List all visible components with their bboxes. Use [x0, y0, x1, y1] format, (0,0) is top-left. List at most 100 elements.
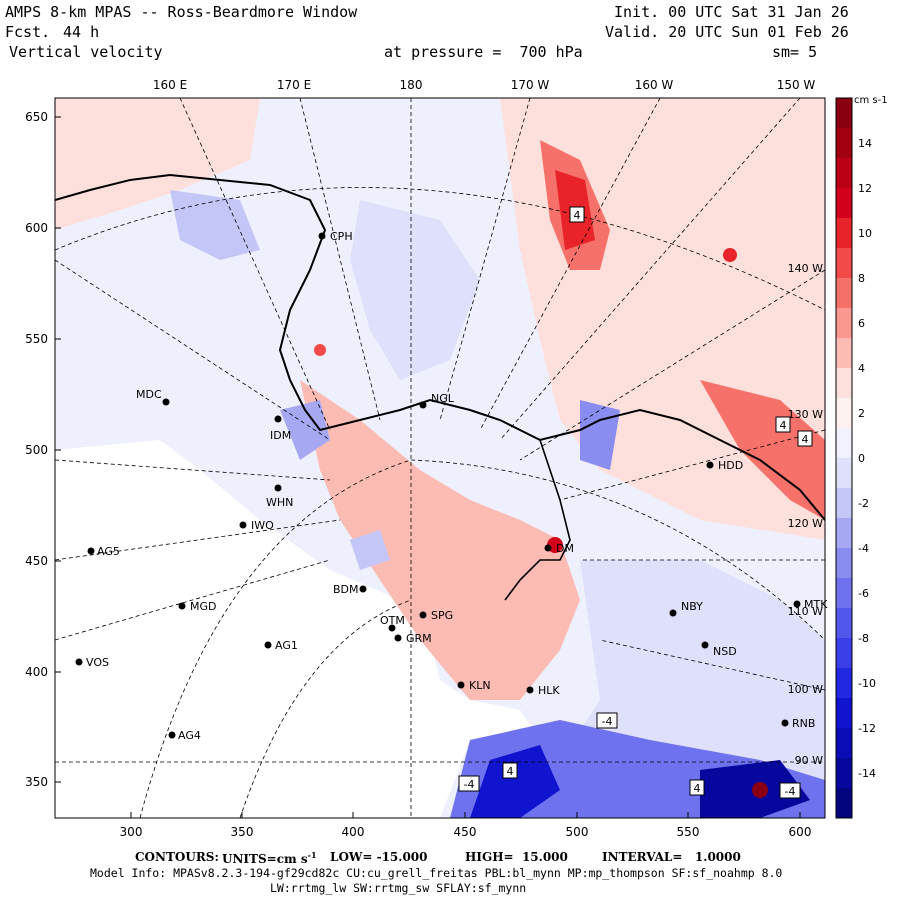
colorbar-tick: 6	[858, 317, 865, 330]
lon-label: 120 W	[788, 517, 823, 530]
svg-text:NGL: NGL	[431, 392, 455, 405]
svg-text:BDM: BDM	[333, 583, 359, 596]
svg-text:DM: DM	[556, 542, 574, 555]
svg-text:4: 4	[802, 433, 809, 446]
station-marker: AG4	[168, 729, 201, 742]
units-superscript: -1	[307, 850, 317, 860]
colorbar-tick: 14	[858, 137, 872, 150]
svg-text:AG5: AG5	[97, 545, 120, 558]
colorbar-tick: 4	[858, 362, 865, 375]
station-marker: KLN	[457, 679, 491, 692]
svg-text:IWO: IWO	[251, 519, 274, 532]
colorbar-tick: 2	[858, 407, 865, 420]
colorbar-swatch	[836, 488, 852, 519]
colorbar-tick: -6	[858, 587, 869, 600]
colorbar-swatch	[836, 248, 852, 279]
model-info-physics: LW:rrtmg_lw SW:rrtmg_sw SFLAY:sf_mynn	[270, 881, 527, 895]
lon-label: 160 W	[635, 78, 674, 92]
station-marker: NSD	[701, 641, 737, 658]
colorbar-swatch	[836, 128, 852, 159]
contour-high: HIGH= 15.000	[465, 850, 568, 864]
x-tick-label: 350	[231, 825, 254, 839]
lon-label: 170 E	[277, 78, 311, 92]
extremum-box: 4	[502, 762, 518, 779]
colorbar-swatch	[836, 638, 852, 669]
valid-time: Valid. 20 UTC Sun 01 Feb 26	[605, 23, 849, 41]
y-tick-label: 550	[25, 332, 48, 346]
station-marker: IWO	[239, 519, 274, 532]
svg-text:CPH: CPH	[330, 230, 353, 243]
svg-text:-4: -4	[785, 785, 796, 798]
svg-text:4: 4	[574, 209, 581, 222]
y-tick-label: 600	[25, 221, 48, 235]
colorbar-tick: 12	[858, 182, 872, 195]
svg-text:4: 4	[507, 765, 514, 778]
colorbar-swatch	[836, 518, 852, 549]
extremum-box: -4	[596, 712, 618, 729]
station-marker: MDC	[136, 388, 170, 406]
colorbar-swatch	[836, 608, 852, 639]
station-marker: GRM	[394, 632, 432, 645]
colorbar	[835, 97, 853, 819]
colorbar-frame	[835, 97, 853, 819]
station-marker: NBY	[669, 600, 703, 617]
svg-text:4: 4	[694, 782, 701, 795]
y-tick-label: 650	[25, 110, 48, 124]
colorbar-swatch	[836, 338, 852, 369]
y-tick-label: 450	[25, 554, 48, 568]
colorbar-tick: 10	[858, 227, 872, 240]
colorbar-tick: -2	[858, 497, 869, 510]
station-marker: MGD	[178, 600, 217, 613]
station-marker: HDD	[706, 459, 743, 472]
svg-text:HLK: HLK	[538, 684, 560, 697]
colorbar-swatch	[836, 758, 852, 789]
lon-label: 110 W	[788, 605, 823, 618]
y-axis: 650 600 550 500 450 400 350	[25, 110, 61, 789]
lon-label: 130 W	[788, 408, 823, 421]
svg-text:OTM: OTM	[380, 614, 405, 627]
svg-text:KLN: KLN	[469, 679, 491, 692]
station-marker: VOS	[75, 656, 109, 669]
colorbar-tick: -12	[858, 722, 876, 735]
svg-text:4: 4	[780, 419, 787, 432]
y-tick-label: 350	[25, 775, 48, 789]
contour-low: LOW= -15.000	[330, 850, 428, 864]
x-tick-label: 550	[677, 825, 700, 839]
colorbar-swatch	[836, 698, 852, 729]
longitude-labels: 160 E 170 E 180 170 W 160 W 150 W	[153, 78, 816, 92]
svg-text:NBY: NBY	[681, 600, 703, 613]
colorbar-swatch	[836, 728, 852, 759]
colorbar-swatch	[836, 668, 852, 699]
extremum-box: 4	[775, 416, 791, 433]
svg-text:SPG: SPG	[431, 609, 453, 622]
contour-interval: INTERVAL= 1.0000	[602, 850, 741, 864]
x-axis: 300 350 400 450 500 550 600	[120, 812, 811, 839]
svg-text:MTK: MTK	[804, 598, 828, 611]
right-longitude-labels: 140 W 130 W 120 W 110 W 100 W 90 W	[788, 262, 823, 767]
x-tick-label: 300	[120, 825, 143, 839]
extrema-marks: 4 4 4 4 -4 -4 4 -4	[458, 206, 813, 799]
colorbar-tick: -8	[858, 632, 869, 645]
colorbar-swatch	[836, 458, 852, 489]
extremum-box: 4	[797, 430, 813, 447]
colorbar-swatch	[836, 398, 852, 429]
svg-text:HDD: HDD	[718, 459, 743, 472]
svg-text:GRM: GRM	[406, 632, 432, 645]
colorbar-tick: -4	[858, 542, 869, 555]
svg-text:AG1: AG1	[275, 639, 298, 652]
field-name: Vertical velocity	[9, 43, 163, 61]
x-tick-label: 500	[566, 825, 589, 839]
svg-text:WHN: WHN	[266, 496, 293, 509]
lon-label: 90 W	[795, 754, 823, 767]
colorbar-swatch	[836, 98, 852, 129]
lon-label: 160 E	[153, 78, 187, 92]
smoothing: sm= 5	[772, 43, 818, 61]
lon-label: 150 W	[777, 78, 816, 92]
svg-text:IDM: IDM	[270, 429, 291, 442]
model-info: Model Info: MPASv8.2.3-194-gf29cd82c CU:…	[90, 866, 783, 880]
y-tick-label: 400	[25, 665, 48, 679]
svg-text:VOS: VOS	[86, 656, 109, 669]
station-marker: WHN	[266, 484, 293, 509]
extremum-box: -4	[779, 782, 801, 799]
